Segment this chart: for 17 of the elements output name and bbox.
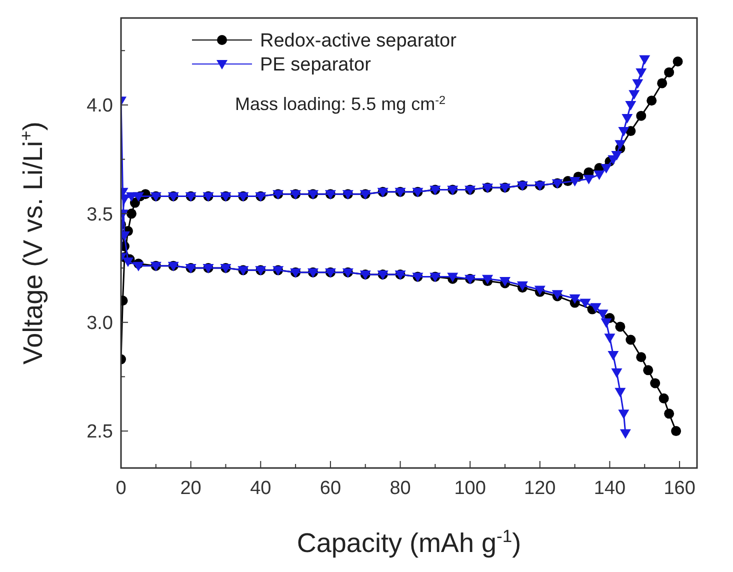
x-tick-label: 60 <box>320 478 342 499</box>
annotation: Mass loading: 5.5 mg cm$^{-2}$ <box>235 94 446 114</box>
x-tick-label: 0 <box>116 478 126 499</box>
y-tick-label: 2.5 <box>86 422 113 443</box>
x-tick-label: 120 <box>524 478 556 499</box>
y-tick-label: 4.0 <box>86 96 113 117</box>
y-tick-label: 3.5 <box>86 204 113 226</box>
x-tick-label: 20 <box>180 478 202 499</box>
x-tick-label: 80 <box>390 478 411 499</box>
legend-label: Redox-active separator <box>260 30 458 52</box>
x-tick-label: 160 <box>664 478 696 499</box>
x-tick-label: 40 <box>250 478 272 499</box>
legend-label: PE separator <box>260 54 372 76</box>
x-tick-label: 140 <box>594 478 626 499</box>
x-tick-label: 100 <box>454 478 486 499</box>
y-tick-label: 3.0 <box>86 313 113 334</box>
x-axis-title: Capacity (mAh g$^{-1}$) <box>296 526 522 558</box>
